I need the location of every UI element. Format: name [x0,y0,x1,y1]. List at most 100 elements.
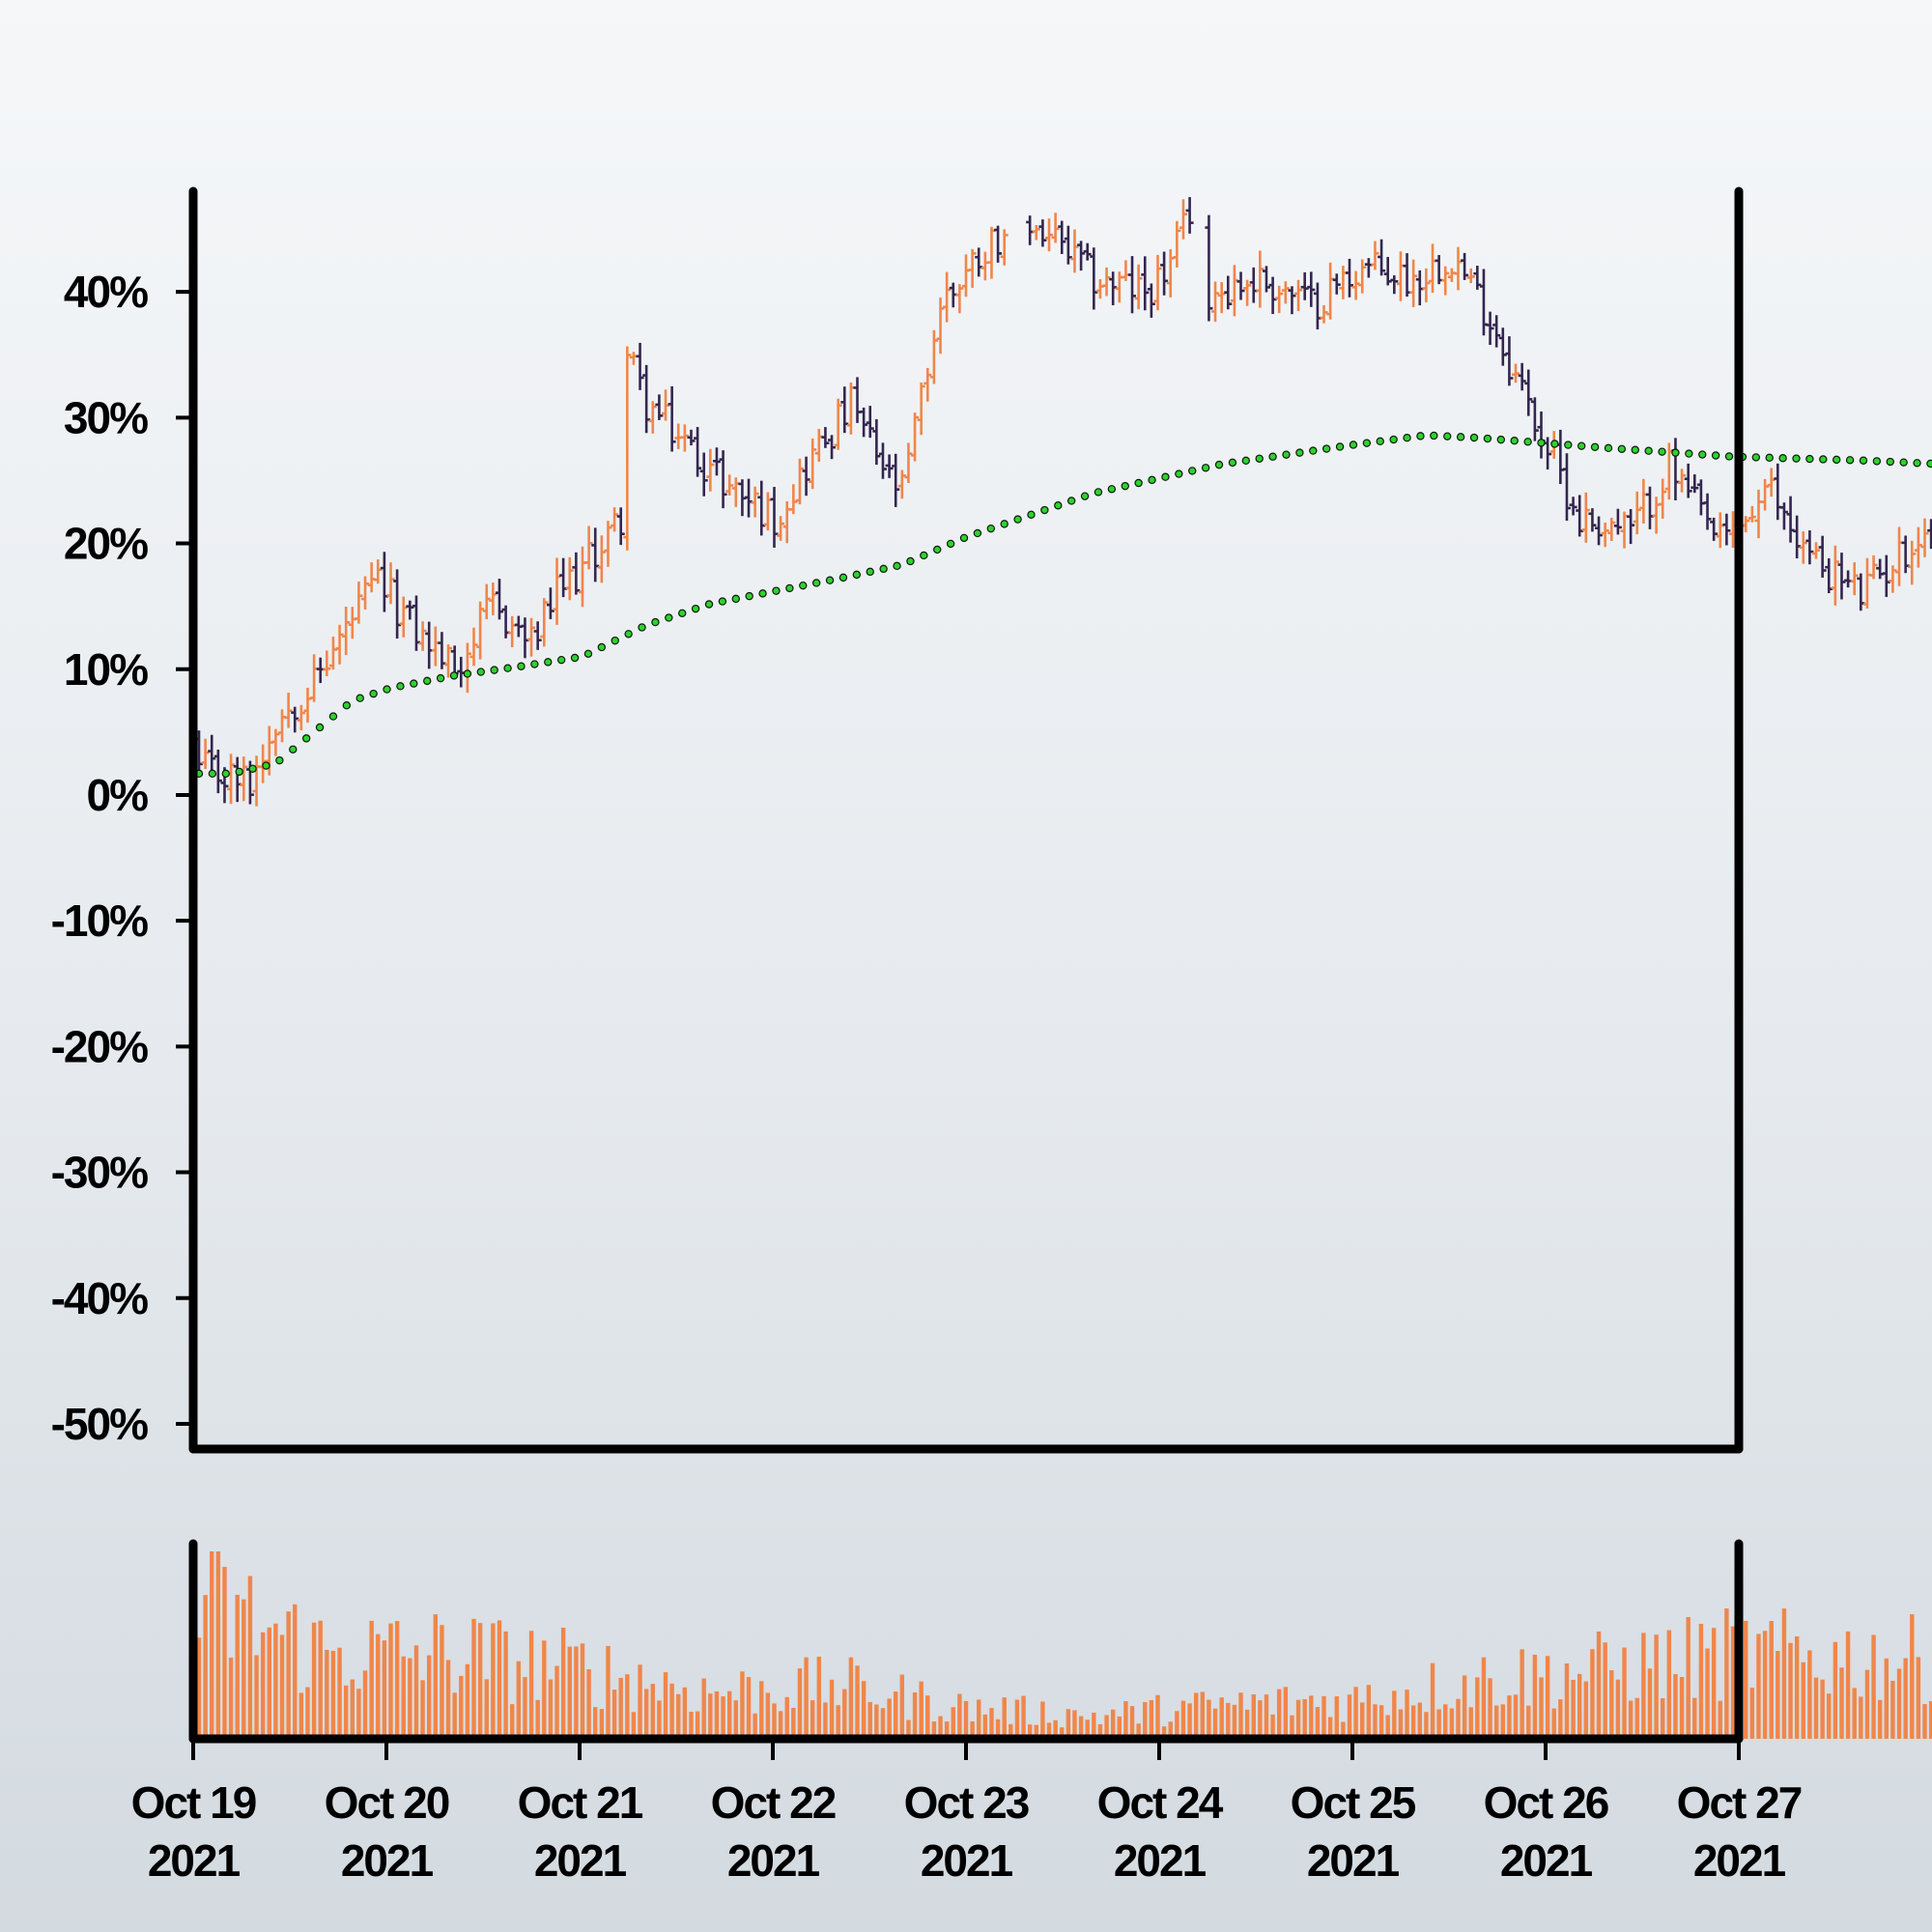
ohlc-bar [1524,369,1533,416]
volume-bar [899,1674,905,1739]
volume-bar [1009,1723,1013,1739]
volume-bar [1762,1631,1768,1739]
ohlc-bar [1122,260,1130,281]
ohlc-bar [1288,286,1296,315]
moving-average-point [1765,453,1774,463]
ohlc-bar [725,474,734,497]
volume-bar [254,1655,259,1739]
ohlc-bar [1000,229,1009,266]
ohlc-bar [1383,256,1392,286]
ohlc-bar [821,427,830,448]
volume-bar [210,1551,214,1739]
ohlc-bar [1850,562,1859,596]
ohlc-bar [1236,271,1245,300]
ohlc-bar [1262,266,1270,293]
ohlc-bar [1710,517,1719,541]
volume-bar [925,1695,930,1739]
volume-bar [944,1721,950,1739]
volume-bar [1104,1715,1109,1739]
volume-bar [1021,1695,1026,1739]
moving-average-point [611,636,619,645]
volume-bar [1334,1696,1339,1739]
volume-bar [797,1668,803,1739]
volume-bar [1903,1658,1908,1739]
ohlc-bar [1805,530,1814,565]
volume-bar [1481,1657,1487,1739]
volume-bar [810,1700,815,1739]
volume-bar [1813,1677,1819,1739]
volume-bar [1686,1617,1690,1739]
moving-average-point [1362,439,1372,447]
volume-bar [1462,1675,1467,1739]
y-tick-label: -40% [51,1273,148,1323]
ohlc-bar [611,507,619,532]
ohlc-bar [1518,362,1526,391]
volume-bar [279,1634,285,1739]
volume-bar [362,1670,368,1739]
volume-bar [1353,1687,1358,1739]
ohlc-bar [1659,478,1667,519]
moving-average-point [1376,437,1384,446]
ohlc-bar [1639,478,1648,525]
ohlc-bar [284,693,293,728]
moving-average-point [436,673,445,683]
volume-bar [1730,1626,1736,1739]
x-tick-label-year: 2021 [921,1835,1013,1886]
y-tick-label: 40% [64,267,148,317]
volume-bar [1666,1630,1672,1739]
moving-average-point [355,694,364,702]
volume-bar [1661,1698,1665,1739]
volume-bar [1615,1679,1621,1739]
ohlc-bar [1716,512,1724,549]
volume-bar [733,1700,738,1739]
ohlc-bar [342,606,351,656]
volume-bar [1679,1677,1685,1739]
ohlc-bar [361,576,370,610]
volume-bar [1309,1695,1314,1739]
volume-bar [1040,1701,1045,1739]
x-tick-label-year: 2021 [727,1835,820,1886]
volume-bar [1493,1705,1499,1739]
ohlc-bar [1492,315,1501,348]
volume-bar [343,1685,349,1739]
volume-bar [638,1664,642,1739]
volume-bar [1558,1699,1563,1739]
ohlc-bar [911,412,920,462]
moving-average-point [1403,433,1411,442]
volume-bar [1046,1722,1052,1739]
volume-bar [203,1595,208,1739]
volume-bar [298,1692,304,1739]
volume-bar [1590,1649,1595,1739]
ohlc-bar [731,477,740,507]
ohlc-bar [1908,540,1917,585]
ohlc-bar [1409,259,1418,307]
volume-bar [1749,1688,1755,1739]
moving-average-point [1000,520,1009,528]
moving-average-point [1255,454,1264,463]
volume-bar [356,1689,361,1739]
ohlc-bar [878,442,887,479]
volume-bar [1277,1689,1282,1739]
y-tick-label: 30% [64,392,148,442]
ohlc-bar [662,389,670,421]
volume-bar [242,1599,246,1739]
volume-bar [753,1713,757,1739]
volume-bar [465,1663,470,1739]
moving-average-point [704,600,714,609]
moving-average-point [517,662,526,670]
ohlc-bar [853,377,862,423]
volume-bar [445,1660,451,1739]
volume-bar [1807,1650,1812,1739]
volume-bar [1244,1709,1250,1739]
volume-bar [643,1689,649,1739]
volume-bar [669,1683,674,1739]
volume-bar [560,1627,566,1739]
volume-bar [311,1622,317,1739]
ohlc-bar [648,401,657,434]
moving-average-point [758,589,767,598]
ohlc-bar [694,427,702,477]
x-tick-label: Oct 27 [1677,1777,1802,1828]
volume-bar [1187,1703,1192,1739]
moving-average-point [1577,441,1586,450]
volume-bar [516,1661,522,1739]
